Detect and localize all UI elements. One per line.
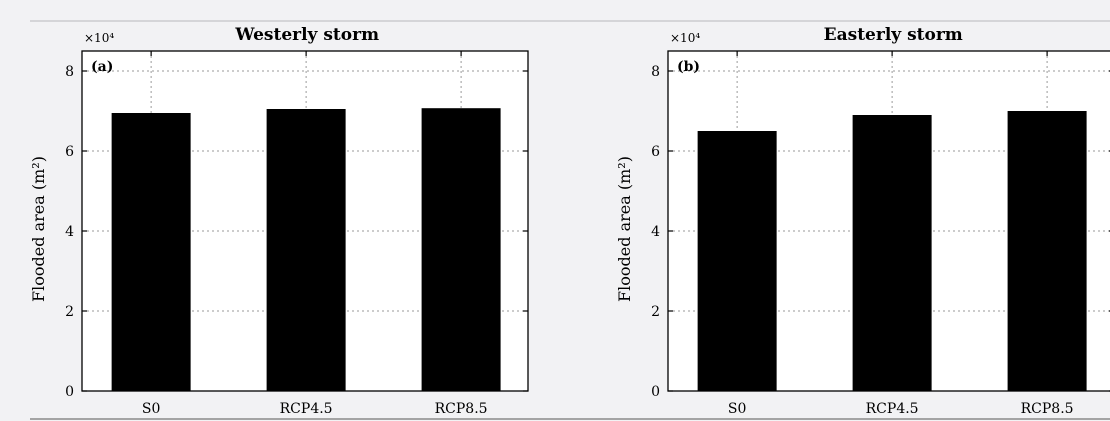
bar-rcp85 <box>1007 111 1087 391</box>
panel-label: (a) <box>91 59 113 75</box>
bar-rcp45 <box>266 109 346 391</box>
axes-box <box>81 50 529 392</box>
x-tick-label: S0 <box>728 401 747 417</box>
bar-rcp85 <box>421 108 501 391</box>
x-tick-label: RCP4.5 <box>866 401 919 417</box>
y-tick-label: 6 <box>651 144 660 160</box>
chart-title: Westerly storm <box>234 25 379 45</box>
y-tick-label: 8 <box>651 64 660 80</box>
y-tick-label: 0 <box>651 384 660 400</box>
y-multiplier: ×10⁴ <box>670 31 700 45</box>
y-tick-label: 4 <box>65 224 74 240</box>
bar-s0 <box>111 113 191 391</box>
x-tick-label: RCP8.5 <box>435 401 488 417</box>
chart-panel-a: 0 2 4 6 8 S0 RCP4.5 RCP8.5 Westerly storm ×10⁴ (a)… <box>29 25 529 417</box>
y-tick-label: 0 <box>65 384 74 400</box>
x-tick-label: S0 <box>142 401 161 417</box>
panel-label: (b) <box>677 59 700 75</box>
y-axis-label: Flooded area (m²) <box>29 156 48 302</box>
x-tick-label: RCP4.5 <box>280 401 333 417</box>
bar-s0 <box>697 131 777 391</box>
y-tick-label: 2 <box>65 304 74 320</box>
bar-rcp45 <box>852 115 932 391</box>
chart-title: Easterly storm <box>824 25 963 45</box>
y-tick-label: 4 <box>651 224 660 240</box>
y-axis-label: Flooded area (m²) <box>615 156 634 302</box>
y-tick-label: 2 <box>651 304 660 320</box>
y-tick-label: 8 <box>65 64 74 80</box>
chart-panel-b: 0 2 4 6 8 S0 RCP4.5 RCP8.5 Easterly storm ×10⁴ (b)… <box>615 25 1110 417</box>
y-multiplier: ×10⁴ <box>84 31 114 45</box>
x-tick-label: RCP8.5 <box>1021 401 1074 417</box>
axes-box <box>667 50 1110 392</box>
y-tick-label: 6 <box>65 144 74 160</box>
